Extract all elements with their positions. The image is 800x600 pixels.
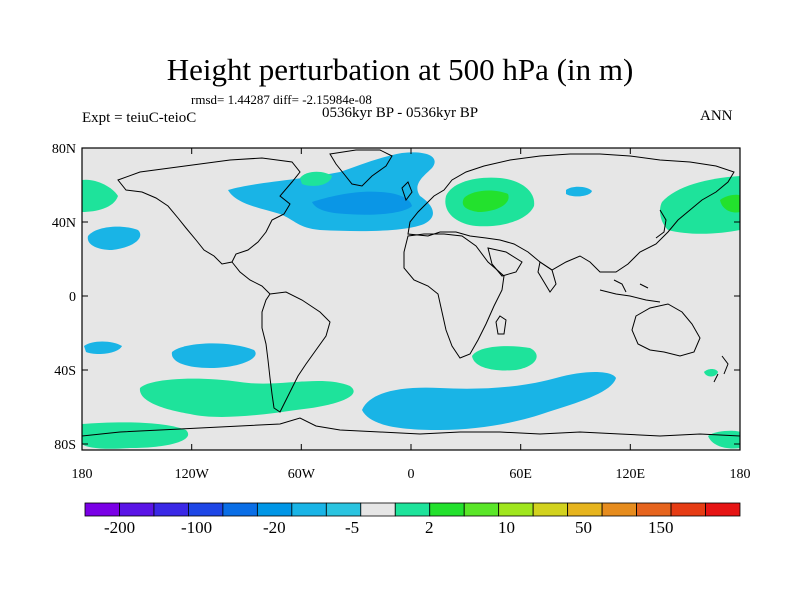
coastline-north-america — [117, 157, 301, 265]
colorbar-label: 2 — [425, 518, 434, 537]
contour-positive-europe-core — [462, 190, 509, 212]
colorbar-box — [360, 502, 396, 517]
contour-negative-north-atlantic-core — [312, 191, 412, 215]
colorbar-box — [256, 502, 293, 517]
contour-positive-south-pacific — [139, 378, 354, 417]
colorbar-box — [532, 502, 569, 517]
x-tick-label: 0 — [408, 467, 415, 482]
x-tick-label: 60W — [288, 467, 316, 482]
x-tick-label: 120E — [616, 467, 646, 482]
season-label: ANN — [700, 108, 733, 124]
experiment-label: Expt = teiuC-teioC — [82, 110, 197, 126]
colorbar-box — [429, 502, 465, 517]
x-tick-label: 60E — [509, 467, 532, 482]
colorbar-box — [636, 502, 672, 517]
coastline-arabia — [487, 247, 523, 277]
coastlines — [82, 149, 740, 437]
contour-positive-northwest-pacific — [660, 176, 740, 234]
tick-marks — [81, 147, 741, 450]
y-tick-label: 80S — [54, 438, 76, 453]
x-tick-label: 180 — [72, 467, 93, 482]
contour-positive-west-edge — [82, 179, 118, 212]
contour-negative-north-pacific — [87, 226, 141, 250]
contour-positive-north-atlantic-small — [300, 171, 332, 186]
contour-positive-northwest-pacific-core — [720, 194, 740, 213]
coastline-india — [537, 261, 557, 293]
colorbar-box — [463, 502, 500, 517]
y-tick-label: 40N — [52, 216, 76, 231]
stats-text: rmsd= 1.44287 diff= -2.15984e-08 — [191, 92, 372, 107]
colorbar-box — [119, 502, 155, 517]
coastline-antarctica — [82, 417, 740, 437]
contour-negative-south-pacific-central — [171, 343, 256, 368]
colorbar-box — [705, 502, 741, 517]
colorbar-box — [498, 502, 534, 517]
colorbar-label: -200 — [104, 518, 136, 537]
y-tick-label: 40S — [54, 364, 76, 379]
colorbar-box — [670, 502, 706, 517]
colorbar-box — [325, 502, 362, 517]
colorbar-box — [567, 502, 603, 517]
colorbar-label: -100 — [181, 518, 213, 537]
colorbar-box — [291, 502, 327, 517]
coastline-africa — [403, 233, 505, 359]
colorbar-label: -5 — [345, 518, 360, 537]
colorbar-label: 50 — [575, 518, 592, 537]
colorbar-box — [601, 502, 637, 517]
coastline-new-zealand — [713, 355, 729, 383]
colorbar-box — [188, 502, 224, 517]
x-tick-label: 120W — [175, 467, 210, 482]
contour-positive-antarctic-west — [82, 422, 189, 449]
coastline-eurasia — [407, 153, 735, 273]
contour-negative-southern-ocean — [362, 372, 616, 430]
contour-negative-south-pacific-west — [84, 341, 122, 354]
colorbar-label: 10 — [498, 518, 515, 537]
coastline-greenland — [329, 149, 393, 187]
x-tick-label: 180 — [730, 467, 751, 482]
contour-negative-central-asia — [566, 186, 592, 197]
coastline-central-america — [231, 261, 271, 295]
y-tick-label: 0 — [69, 290, 76, 305]
colorbar-box — [84, 502, 120, 517]
coastline-madagascar — [495, 315, 507, 335]
colorbar — [84, 502, 741, 517]
colorbar-label: 150 — [648, 518, 674, 537]
contour-positive-south-indian — [472, 346, 537, 371]
colorbar-box — [222, 502, 258, 517]
contour-positive-small-tasman — [704, 369, 718, 377]
coastline-british-isles — [401, 181, 413, 202]
contour-fill-layer — [82, 149, 740, 449]
plot-title: Height perturbation at 500 hPa (in m) — [166, 52, 634, 87]
coastline-south-america — [261, 291, 331, 413]
y-tick-label: 80N — [52, 142, 76, 157]
colorbar-label: -20 — [263, 518, 286, 537]
coastline-indonesia — [599, 279, 661, 303]
period-label: 0536kyr BP - 0536kyr BP — [322, 105, 479, 121]
colorbar-box — [394, 502, 431, 517]
coastline-australia — [631, 303, 701, 357]
coastline-japan — [655, 209, 667, 239]
colorbar-box — [153, 502, 189, 517]
